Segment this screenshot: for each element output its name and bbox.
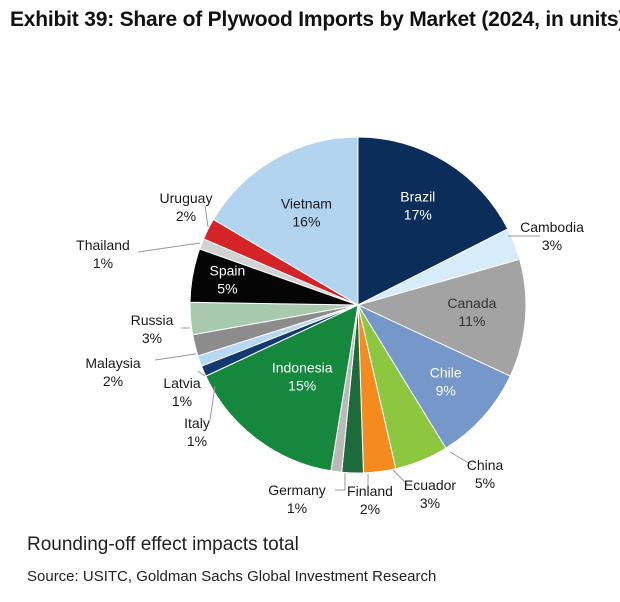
leader-lines [137,205,540,491]
slice-value: 1% [93,255,113,271]
slice-value: 5% [217,281,237,297]
slice-value: 3% [542,237,562,253]
slice-name: Finland [347,483,393,499]
slice-value: 16% [292,214,320,230]
slice-value: 1% [287,500,307,516]
slice-name: Chile [430,364,462,380]
slice-label-finland: Finland 2% [347,483,393,517]
slice-value: 3% [420,495,440,511]
slice-value: 2% [103,373,123,389]
slice-name: Vietnam [281,196,332,212]
pie-slice-vietnam [212,136,359,306]
leader-line-italy [209,385,216,421]
leader-line-malaysia [154,353,197,361]
slice-name: Uruguay [160,190,213,206]
slice-label-russia: Russia 3% [131,312,174,346]
pie-slice-canada [356,258,527,377]
slice-value: 15% [288,378,316,394]
slice-name: Thailand [76,237,130,253]
slice-name: Russia [131,312,174,328]
slice-value: 1% [187,433,207,449]
slice-label-canada: Canada 11% [447,295,496,329]
slice-label-germany: Germany 1% [268,482,326,516]
slice-value: 11% [458,313,485,329]
slice-label-china: China 5% [467,457,504,491]
slice-name: Germany [268,482,326,498]
slice-label-thailand: Thailand 1% [76,237,130,271]
slice-label-indonesia: Indonesia 15% [272,360,333,394]
slice-name: Italy [184,415,210,431]
chart-title: Exhibit 39: Share of Plywood Imports by … [10,8,620,31]
slice-value: 5% [475,475,495,491]
slice-name: China [467,457,504,473]
slice-name: Canada [447,295,496,311]
pie-slices [189,136,527,474]
leader-line-china [449,451,473,466]
footnote: Rounding-off effect impacts total [27,534,299,555]
slice-value: 2% [176,208,196,224]
leader-line-germany [335,473,346,491]
slice-value: 17% [404,207,432,223]
slice-label-brazil: Brazil 17% [400,189,435,223]
slice-name: Spain [209,263,245,279]
slice-name: Malaysia [85,355,140,371]
slice-label-ecuador: Ecuador 3% [404,477,456,511]
slice-label-spain: Spain 5% [209,263,245,297]
slice-name: Cambodia [520,219,584,235]
slice-name: Indonesia [272,360,333,376]
pie-chart: Brazil 17% Cambodia 3% Canada 11% Chile 9% China… [76,136,584,517]
slice-label-uruguay: Uruguay 2% [160,190,213,224]
pie-slice-brazil [357,136,509,306]
leader-line-thailand [137,242,201,253]
slice-name: Ecuador [404,477,456,493]
slice-label-chile: Chile 9% [430,364,462,398]
slice-label-vietnam: Vietnam 16% [281,196,332,230]
pie-slice-indonesia [205,304,359,472]
slice-label-malaysia: Malaysia 2% [85,355,140,389]
slice-value: 9% [436,382,456,398]
slice-label-latvia: Latvia 1% [163,375,201,409]
slice-value: 2% [360,501,380,517]
slice-label-italy: Italy 1% [184,415,210,449]
leader-line-latvia [197,370,206,377]
slice-name: Brazil [400,189,435,205]
source-note: Source: USITC, Goldman Sachs Global Inve… [27,568,437,585]
leader-line-ecuador [392,469,408,485]
slice-value: 3% [142,330,162,346]
slice-name: Latvia [163,375,201,391]
pie-slice-chile [356,303,511,449]
slice-label-cambodia: Cambodia 3% [520,219,584,253]
leader-line-uruguay [204,205,209,228]
slice-labels: Brazil 17% Cambodia 3% Canada 11% Chile 9% China… [76,189,584,517]
slice-value: 1% [172,393,192,409]
